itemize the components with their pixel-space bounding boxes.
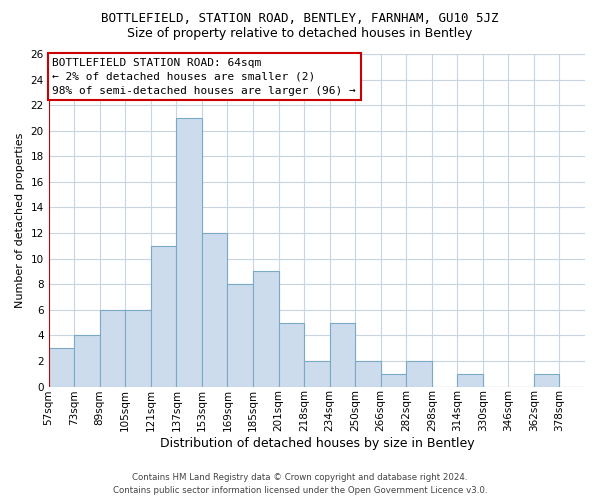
Bar [329, 322, 355, 386]
Bar [534, 374, 559, 386]
Text: BOTTLEFIELD, STATION ROAD, BENTLEY, FARNHAM, GU10 5JZ: BOTTLEFIELD, STATION ROAD, BENTLEY, FARN… [101, 12, 499, 26]
Text: Contains HM Land Registry data © Crown copyright and database right 2024.
Contai: Contains HM Land Registry data © Crown c… [113, 474, 487, 495]
Text: BOTTLEFIELD STATION ROAD: 64sqm
← 2% of detached houses are smaller (2)
98% of s: BOTTLEFIELD STATION ROAD: 64sqm ← 2% of … [52, 58, 356, 96]
Bar [278, 322, 304, 386]
Bar [304, 361, 329, 386]
Bar [125, 310, 151, 386]
Bar [406, 361, 432, 386]
Text: Size of property relative to detached houses in Bentley: Size of property relative to detached ho… [127, 28, 473, 40]
Bar [355, 361, 380, 386]
Y-axis label: Number of detached properties: Number of detached properties [15, 132, 25, 308]
Bar [227, 284, 253, 386]
Bar [100, 310, 125, 386]
Bar [49, 348, 74, 387]
Bar [457, 374, 483, 386]
Bar [176, 118, 202, 386]
Bar [202, 233, 227, 386]
Bar [151, 246, 176, 386]
Bar [74, 336, 100, 386]
X-axis label: Distribution of detached houses by size in Bentley: Distribution of detached houses by size … [160, 437, 474, 450]
Bar [253, 272, 278, 386]
Bar [380, 374, 406, 386]
